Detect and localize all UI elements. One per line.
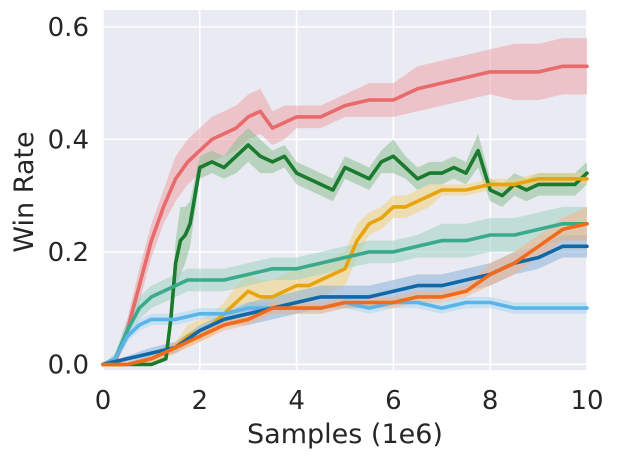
y-tick-label: 0.0	[48, 350, 89, 380]
y-tick-label: 0.2	[48, 238, 89, 268]
x-tick-label: 0	[95, 386, 112, 416]
series-lines	[101, 64, 589, 367]
series-band-0	[103, 38, 587, 365]
x-tick-label: 10	[570, 386, 603, 416]
y-tick-labels: 0.0 0.2 0.4 0.6	[48, 13, 89, 381]
series-line-6	[101, 222, 589, 367]
x-axis-title: Samples (1e6)	[247, 419, 443, 450]
x-tick-label: 4	[288, 386, 305, 416]
x-tick-label: 2	[192, 386, 209, 416]
series-line-0	[101, 64, 589, 367]
y-tick-label: 0.4	[48, 125, 89, 155]
series-band-1	[103, 128, 587, 365]
x-tick-labels: 0 2 4 6 8 10	[95, 386, 604, 416]
x-tick-label: 6	[385, 386, 402, 416]
series-line-1	[101, 143, 589, 367]
y-tick-label: 0.6	[48, 13, 89, 43]
x-tick-label: 8	[482, 386, 499, 416]
series-band-3	[103, 206, 587, 365]
series-line-3	[101, 222, 589, 367]
y-axis-title: Win Rate	[9, 131, 40, 252]
